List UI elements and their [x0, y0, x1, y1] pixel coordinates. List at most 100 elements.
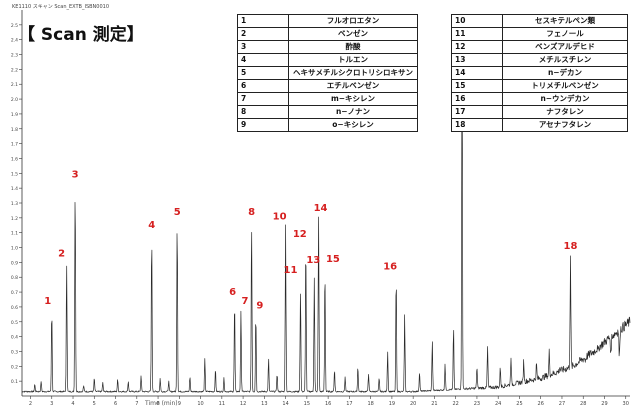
x-tick-label: 2 [29, 401, 32, 407]
peak-label-1: 1 [44, 296, 51, 307]
chromatogram-trace [21, 65, 631, 393]
legend-compound-name: フルオロエタン [288, 14, 418, 28]
x-tick-label: 30 [623, 401, 629, 407]
legend-row: 9 o−キシレン [237, 118, 418, 132]
x-tick-label: 21 [431, 401, 437, 407]
legend-number: 8 [237, 105, 289, 119]
x-axis-label: Time (min) [144, 400, 178, 407]
peak-label-5: 5 [174, 207, 181, 218]
peak-label-14: 14 [314, 203, 328, 214]
x-tick-label: 18 [367, 401, 373, 407]
legend-row: 5 ヘキサメチルシクロトリシロキサン [237, 66, 418, 80]
legend-compound-name: トルエン [288, 53, 418, 67]
y-tick-label: 1.3 [11, 201, 18, 207]
legend-row: 14 n−デカン [451, 66, 628, 80]
legend-compound-name: n−ウンデカン [502, 92, 628, 106]
legend-compound-name: m−キシレン [288, 92, 418, 106]
legend-compound-name: トリメチルベンゼン [502, 79, 628, 93]
legend-row: 6 エチルベンゼン [237, 79, 418, 93]
x-tick-label: 19 [389, 401, 395, 407]
legend-row: 4 トルエン [237, 53, 418, 67]
legend-row: 8 n−ノナン [237, 105, 418, 119]
x-tick-label: 8 [156, 401, 159, 407]
legend-number: 17 [451, 105, 503, 119]
peak-label-9: 9 [256, 300, 263, 311]
y-tick-label: 2.5 [11, 23, 18, 29]
y-tick-label: 1.1 [11, 231, 18, 237]
x-tick-label: 26 [538, 401, 544, 407]
legend-number: 18 [451, 118, 503, 132]
x-tick-label: 27 [559, 401, 565, 407]
legend-row: 12 ベンズアルデヒド [451, 40, 628, 54]
x-tick-label: 23 [474, 401, 480, 407]
x-tick-label: 29 [601, 401, 607, 407]
x-tick-label: 20 [410, 401, 416, 407]
y-tick-label: 2.1 [11, 82, 18, 88]
x-tick-label: 16 [325, 401, 331, 407]
x-tick-label: 15 [304, 401, 310, 407]
legend-compound-name: エチルベンゼン [288, 79, 418, 93]
y-tick-label: 0.4 [11, 335, 18, 341]
legend-row: 1 フルオロエタン [237, 14, 418, 28]
peak-label-4: 4 [148, 220, 155, 231]
peak-label-6: 6 [229, 287, 236, 298]
compound-legend-right: 10 セスキテルペン類 11 フェノール 12 ベンズアルデヒド 13 メチルスチレン 14 n−… [451, 14, 628, 132]
y-tick-label: 0.2 [11, 364, 18, 370]
x-tick-label: 22 [452, 401, 458, 407]
legend-compound-name: o−キシレン [288, 118, 418, 132]
y-tick-label: 1.0 [11, 246, 18, 252]
y-tick-label: 2.4 [11, 38, 18, 44]
legend-number: 7 [237, 92, 289, 106]
y-tick-label: 0.8 [11, 275, 18, 281]
chart-title: 【 Scan 測定】 [18, 25, 144, 45]
peak-label-3: 3 [72, 170, 79, 181]
y-tick-label: 0.1 [11, 379, 18, 385]
x-tick-label: 25 [516, 401, 522, 407]
peak-label-10: 10 [273, 211, 287, 222]
legend-number: 2 [237, 27, 289, 41]
x-tick-label: 4 [71, 401, 74, 407]
peak-label-2: 2 [58, 248, 65, 259]
y-tick-label: 0.6 [11, 305, 18, 311]
x-tick-label: 5 [93, 401, 96, 407]
peak-label-16: 16 [383, 262, 397, 273]
legend-number: 6 [237, 79, 289, 93]
legend-row: 17 ナフタレン [451, 105, 628, 119]
y-axis: 0.1 0.2 0.3 0.4 0.5 0.6 0.7 0.8 0.9 1.0 1.1 1.2 1.3 1… [11, 10, 23, 396]
legend-compound-name: ベンゼン [288, 27, 418, 41]
legend-number: 1 [237, 14, 289, 28]
legend-row: 7 m−キシレン [237, 92, 418, 106]
x-tick-label: 24 [495, 401, 501, 407]
y-tick-label: 2.3 [11, 53, 18, 59]
legend-compound-name: メチルスチレン [502, 53, 628, 67]
legend-compound-name: アセナフタレン [502, 118, 628, 132]
legend-number: 10 [451, 14, 503, 28]
legend-compound-name: ナフタレン [502, 105, 628, 119]
legend-compound-name: セスキテルペン類 [502, 14, 628, 28]
x-tick-label: 12 [240, 401, 246, 407]
y-tick-label: 1.2 [11, 216, 18, 222]
y-tick-label: 1.9 [11, 112, 18, 118]
peak-label-11: 11 [284, 265, 298, 276]
y-tick-label: 1.6 [11, 156, 18, 162]
y-tick-label: 1.5 [11, 171, 18, 177]
legend-compound-name: ベンズアルデヒド [502, 40, 628, 54]
legend-compound-name: フェノール [502, 27, 628, 41]
y-tick-label: 1.4 [11, 186, 18, 192]
legend-compound-name: 酢酸 [288, 40, 418, 54]
x-tick-label: 7 [135, 401, 138, 407]
x-axis: 2 3 4 5 6 7 8 9 10 11 12 13 14 15 16 17 18 19 20 21 22 23 24 25… [22, 395, 630, 407]
legend-number: 4 [237, 53, 289, 67]
legend-compound-name: ヘキサメチルシクロトリシロキサン [288, 66, 418, 80]
y-tick-label: 0.9 [11, 260, 18, 266]
x-tick-label: 28 [580, 401, 586, 407]
peak-label-13: 13 [306, 255, 320, 266]
peak-label-15: 15 [326, 254, 340, 265]
legend-number: 11 [451, 27, 503, 41]
legend-number: 15 [451, 79, 503, 93]
x-tick-label: 13 [261, 401, 267, 407]
y-tick-label: 0.7 [11, 290, 18, 296]
x-tick-label: 17 [346, 401, 352, 407]
legend-row: 15 トリメチルベンゼン [451, 79, 628, 93]
